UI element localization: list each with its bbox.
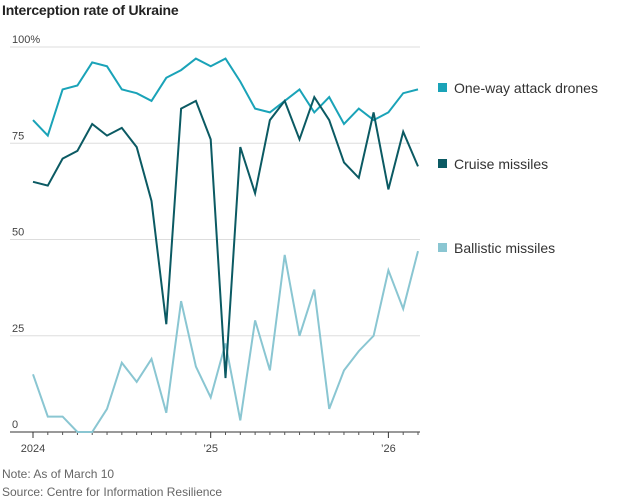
x-tick-label: ’26 (381, 443, 396, 455)
chart-title: Interception rate of Ukraine (2, 2, 179, 18)
y-tick-label: 100% (12, 34, 40, 46)
gridlines (10, 46, 420, 337)
legend-label: One-way attack drones (454, 80, 598, 96)
y-tick-label: 0 (12, 419, 18, 431)
series-line-one-way-attack-drones (32, 57, 419, 138)
line-chart: 0 25 50 75 100% 2024 ’25 ’26 One-way attack dr… (10, 34, 598, 455)
y-tick-label: 50 (12, 227, 24, 239)
series-lines (32, 57, 419, 433)
y-tick-label: 75 (12, 130, 24, 142)
x-tick-label: ’25 (203, 443, 218, 455)
source-text: Source: Centre for Information Resilienc… (2, 485, 223, 499)
legend-label: Ballistic missiles (454, 240, 555, 256)
x-axis: 2024 ’25 ’26 (21, 432, 419, 455)
legend-label: Cruise missiles (454, 156, 548, 172)
legend: One-way attack drones Cruise missiles Ball… (438, 80, 598, 256)
note-text: Note: As of March 10 (2, 467, 115, 481)
legend-swatch (438, 83, 447, 92)
x-tick-label: 2024 (21, 443, 45, 455)
series-line-cruise-missiles (32, 94, 419, 379)
series-line-ballistic-missiles (32, 250, 419, 433)
legend-swatch (438, 243, 447, 252)
y-tick-label: 25 (12, 323, 24, 335)
y-axis-labels: 0 25 50 75 100% (12, 34, 40, 431)
legend-swatch (438, 159, 447, 168)
